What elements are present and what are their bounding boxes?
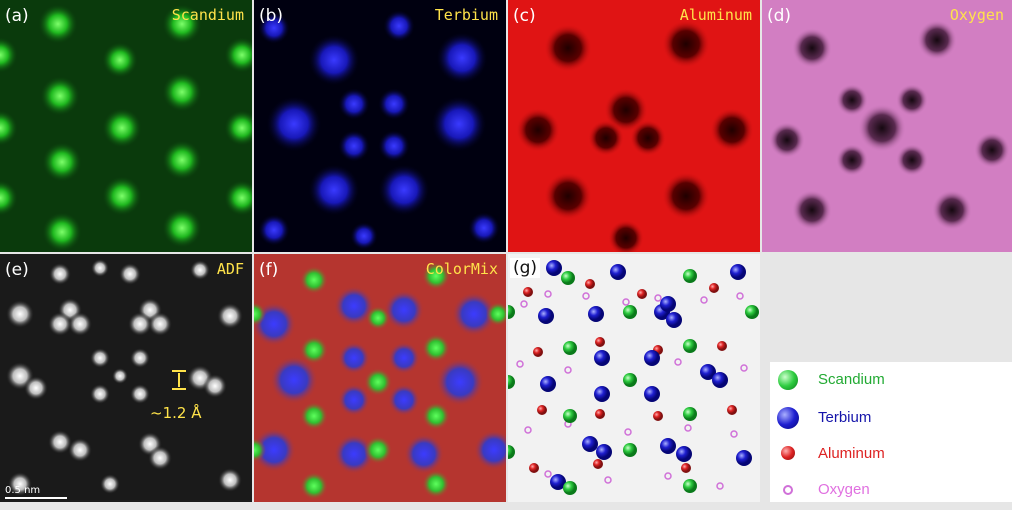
panel-title: ColorMix — [425, 260, 498, 278]
panel-adf-image: (e) ADF — [0, 254, 252, 502]
panel-title: ADF — [216, 260, 244, 278]
aluminum-map-image — [516, 20, 754, 252]
panel-title: Scandium — [171, 6, 244, 24]
scandium-map-image — [0, 4, 252, 252]
panel-aluminum-map: (c) Aluminum — [508, 0, 760, 252]
colormix-image — [254, 262, 506, 500]
legend-label: Terbium — [818, 409, 872, 426]
distance-label: ~1.2 Å — [150, 404, 202, 422]
panel-label: (b) — [259, 6, 284, 26]
atomic-model-image — [508, 260, 759, 495]
panel-label: (f) — [259, 260, 279, 280]
panel-terbium-map: (b) Terbium — [254, 0, 506, 252]
terbium-swatch — [777, 407, 799, 429]
distance-marker — [172, 370, 186, 390]
panel-label: (d) — [767, 6, 792, 26]
panel-title: Terbium — [434, 6, 498, 24]
legend-item-aluminum: Aluminum — [770, 440, 1012, 474]
legend-item-terbium: Terbium — [770, 404, 1012, 438]
panel-label: (c) — [513, 6, 536, 26]
panel-oxygen-map: (d) Oxygen — [762, 0, 1012, 252]
panel-scandium-map: (a) Scandium — [0, 0, 252, 252]
legend-item-scandium: Scandium — [770, 366, 1012, 400]
legend-label: Scandium — [818, 371, 885, 388]
oxygen-map-image — [769, 20, 1010, 230]
adf-image — [6, 259, 243, 496]
legend-label: Aluminum — [818, 445, 885, 462]
panel-colormix: (f) ColorMix — [254, 254, 506, 502]
scale-bar-label: 0.5 nm — [5, 485, 41, 496]
panel-atomic-model: (g) — [508, 254, 760, 502]
scale-bar — [5, 497, 67, 499]
legend-label: Oxygen — [818, 481, 870, 498]
panel-label: (g) — [510, 258, 541, 278]
scandium-swatch — [778, 370, 798, 390]
panel-label: (e) — [5, 260, 29, 280]
element-legend: Scandium Terbium Aluminum Oxygen — [770, 362, 1012, 502]
oxygen-swatch — [783, 485, 793, 495]
terbium-map-image — [258, 10, 500, 250]
panel-label: (a) — [5, 6, 29, 26]
aluminum-swatch — [781, 446, 795, 460]
legend-item-oxygen: Oxygen — [770, 476, 1012, 510]
panel-title: Aluminum — [679, 6, 752, 24]
panel-title: Oxygen — [949, 6, 1004, 24]
